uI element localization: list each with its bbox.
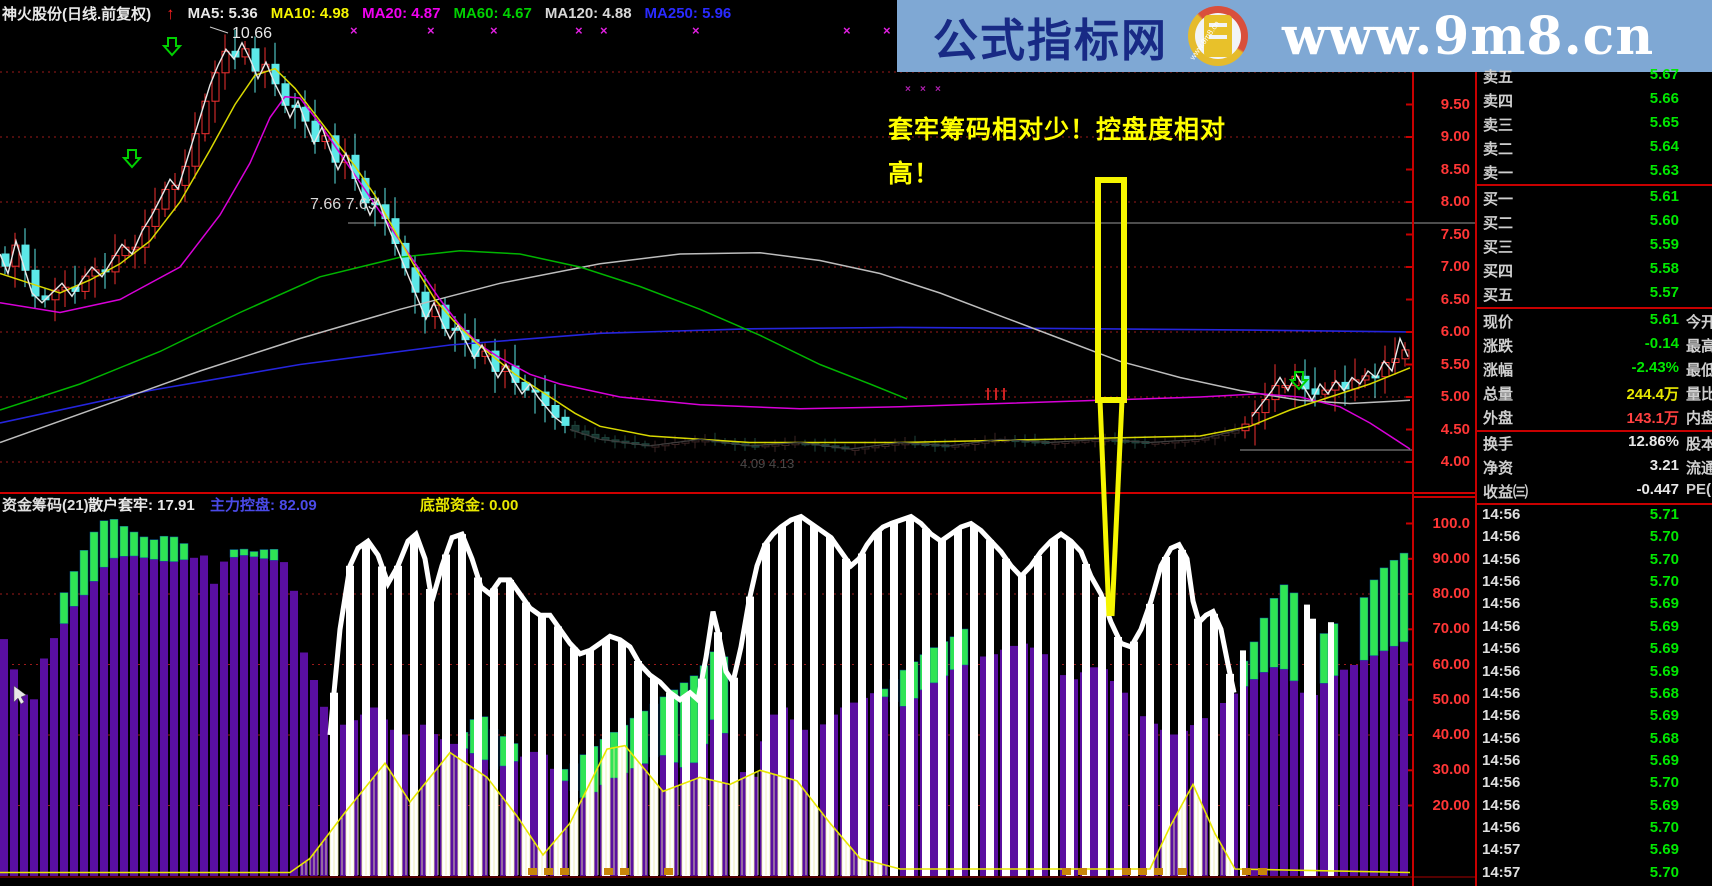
tick-row: 14:56 5.70: [1482, 774, 1679, 792]
svg-text:×: ×: [883, 23, 891, 38]
svg-text:×: ×: [935, 84, 941, 95]
price-tick-label: 7.00: [1440, 258, 1470, 275]
mouse-cursor: [13, 685, 27, 705]
svg-text:×: ×: [350, 23, 358, 38]
price-tick-label: 4.00: [1440, 453, 1470, 470]
svg-text:×: ×: [692, 23, 700, 38]
ma-labels: MA5: 5.36 MA10: 4.98 MA20: 4.87 MA60: 4.67 M…: [188, 5, 732, 22]
tick-row: 14:56 5.71: [1482, 506, 1679, 523]
tick-row: 14:56 5.70: [1482, 550, 1679, 568]
indicator-retail: 散户套牢: 17.91: [88, 497, 195, 514]
ask-row[interactable]: 卖四 5.66: [1483, 90, 1679, 110]
tick-row: 14:56 5.69: [1482, 617, 1679, 635]
tick-row: 14:56 5.69: [1482, 796, 1679, 814]
bid-row[interactable]: 买二 5.60: [1483, 212, 1679, 232]
tick-row: 14:56 5.69: [1482, 595, 1679, 613]
price-tick-label: 5.50: [1440, 355, 1470, 373]
tick-row: 14:56 5.69: [1482, 707, 1679, 725]
quote-row[interactable]: 净资 3.21 流通: [1483, 457, 1712, 477]
ask-row[interactable]: 卖二 5.64: [1483, 138, 1679, 158]
ask-row[interactable]: 卖一 5.63: [1483, 162, 1679, 182]
ma-label: MA120: 4.88: [544, 5, 632, 22]
indicator-bottom: 底部资金: 0.00: [420, 497, 519, 514]
tick-row: 14:57 5.70: [1482, 863, 1679, 881]
quote-row[interactable]: 涨幅 -2.43% 最低: [1483, 359, 1712, 379]
bid-row[interactable]: 买一 5.61: [1483, 188, 1679, 208]
price-tick-label: 8.50: [1440, 160, 1470, 178]
banner-site-name: 公式指标网: [933, 14, 1169, 66]
banner-logo-icon: www.9m8.cn: [1188, 6, 1249, 66]
quote-row[interactable]: 收益㈢ -0.447 PE(: [1483, 481, 1712, 501]
svg-text:×: ×: [905, 84, 911, 95]
quote-row[interactable]: 换手 12.86% 股本: [1483, 433, 1712, 453]
chart-header: 神火股份(日线.前复权) ↑ MA5: 5.36 MA10: 4.98 MA20: …: [2, 3, 731, 24]
indicator-main: 主力控盘: 82.09: [210, 497, 317, 514]
stock-title[interactable]: 神火股份(日线.前复权): [2, 6, 152, 23]
svg-text:×: ×: [920, 84, 926, 95]
ma-label: MA250: 5.96: [644, 5, 732, 22]
indicator-tick-label: 90.00: [1432, 549, 1470, 567]
svg-text:×: ×: [490, 23, 498, 38]
price-tick-label: 7.50: [1440, 225, 1470, 243]
svg-text:×: ×: [843, 23, 851, 38]
banner-url: www.9m8.cn: [1282, 5, 1655, 67]
ma-label: MA20: 4.87: [362, 5, 441, 22]
price-line-label: 7.66 7.63: [310, 196, 377, 213]
annotation-line2: 高！: [888, 160, 941, 188]
tick-row: 14:56 5.70: [1482, 573, 1679, 590]
ask-row[interactable]: 卖三 5.65: [1483, 114, 1679, 134]
price-tick-label: 8.00: [1440, 193, 1470, 210]
ask-row[interactable]: 卖五 5.67: [1483, 66, 1679, 86]
svg-text:×: ×: [575, 23, 583, 38]
indicator-tick-label: 40.00: [1432, 726, 1470, 743]
ma-label: MA10: 4.98: [270, 5, 350, 22]
ghost-price-label: 4.09 4.13: [740, 456, 795, 471]
indicator-tick-label: 70.00: [1432, 620, 1470, 638]
bid-row[interactable]: 买三 5.59: [1483, 236, 1679, 256]
price-tick-label: 9.00: [1440, 128, 1470, 145]
price-tick-label: 9.50: [1440, 95, 1470, 113]
tick-row: 14:56 5.68: [1482, 684, 1679, 702]
indicator-tick-label: 100.0: [1432, 514, 1470, 532]
ad-banner[interactable]: 公式指标网 www.9m8.cn www.9m8.cn: [897, 0, 1712, 72]
quote-row[interactable]: 外盘 143.1万 内盘: [1483, 410, 1712, 427]
indicator-tick-label: 60.00: [1432, 655, 1470, 673]
indicator-tick-label: 20.00: [1432, 796, 1470, 814]
svg-text:×: ×: [600, 23, 608, 38]
annotation-line1: 套牢筹码相对少！控盘度相对: [888, 116, 1227, 144]
indicator-tick-label: 30.00: [1432, 761, 1470, 779]
svg-text:×: ×: [427, 23, 435, 38]
tick-row: 14:56 5.70: [1482, 528, 1679, 546]
quote-row[interactable]: 总量 244.4万 量比: [1483, 386, 1712, 403]
up-arrow-icon: ↑: [166, 3, 175, 23]
bid-row[interactable]: 买五 5.57: [1483, 284, 1679, 304]
tick-row: 14:56 5.70: [1482, 818, 1679, 836]
tick-row: 14:56 5.69: [1482, 640, 1679, 658]
price-tick-label: 6.00: [1440, 323, 1470, 340]
quote-row[interactable]: 涨跌 -0.14 最高: [1483, 335, 1712, 355]
tick-row: 14:56 5.69: [1482, 751, 1679, 769]
quote-panel: 卖五 5.67 卖四 5.66 卖三 5.65 卖二 5.64 卖一 5.63 …: [1477, 0, 1712, 886]
ma-label: MA60: 4.67: [453, 5, 532, 22]
bid-row[interactable]: 买四 5.58: [1483, 260, 1679, 280]
price-tick-label: 6.50: [1440, 290, 1470, 308]
ma-label: MA5: 5.36: [187, 5, 258, 22]
price-tick-label: 4.50: [1440, 420, 1470, 438]
tick-row: 14:56 5.68: [1482, 729, 1679, 747]
quote-row[interactable]: 现价 5.61 今开: [1483, 311, 1712, 331]
tick-row: 14:56 5.69: [1482, 662, 1679, 680]
indicator-tick-label: 80.00: [1432, 585, 1470, 602]
indicator-tick-label: 50.00: [1432, 690, 1470, 708]
price-tick-label: 5.00: [1440, 388, 1470, 405]
tick-row: 14:57 5.69: [1482, 841, 1679, 859]
indicator-name[interactable]: 资金筹码(21): [2, 497, 89, 514]
peak-price-label: 10.66: [232, 25, 273, 42]
